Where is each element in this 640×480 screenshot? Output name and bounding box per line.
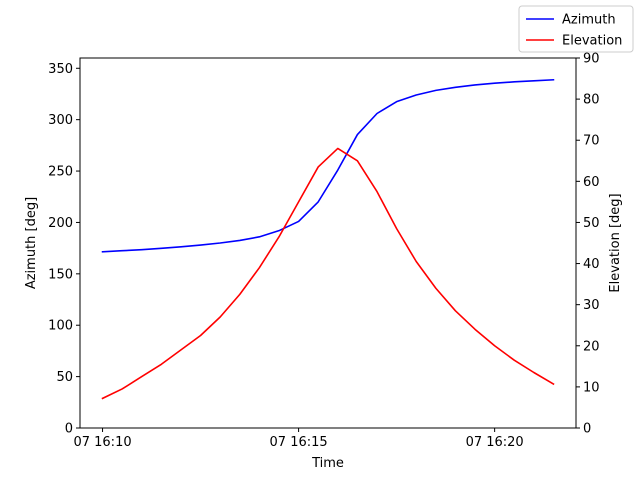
y-right-tick-label: 90 bbox=[583, 52, 600, 67]
y-right-tick-label: 80 bbox=[583, 93, 600, 108]
legend-label-azimuth: Azimuth bbox=[562, 13, 616, 28]
y-right-tick-label: 50 bbox=[583, 216, 600, 231]
axes-layer: 07 16:10 07 16:15 07 16:200501001502002503… bbox=[48, 52, 599, 451]
y-right-tick-label: 0 bbox=[583, 422, 591, 437]
y-right-tick-label: 70 bbox=[583, 134, 600, 149]
y-right-tick-label: 10 bbox=[583, 380, 600, 395]
y-left-tick-label: 350 bbox=[48, 62, 73, 77]
x-tick-label: 07 16:10 bbox=[73, 435, 131, 450]
y-axis-right-label: Elevation [deg] bbox=[608, 193, 623, 292]
y-right-tick-label: 30 bbox=[583, 298, 600, 313]
y-left-tick-label: 200 bbox=[48, 216, 73, 231]
plot-area bbox=[80, 58, 576, 428]
y-left-tick-label: 50 bbox=[56, 370, 73, 385]
y-left-tick-label: 150 bbox=[48, 267, 73, 282]
y-right-tick-label: 60 bbox=[583, 175, 600, 190]
series-line-elevation bbox=[101, 147, 555, 400]
y-axis-left-label: Azimuth [deg] bbox=[24, 197, 39, 289]
x-tick-label: 07 16:20 bbox=[466, 435, 524, 450]
legend: Azimuth Elevation bbox=[518, 5, 634, 53]
y-left-tick-label: 0 bbox=[65, 422, 73, 437]
x-axis-label: Time bbox=[311, 456, 344, 471]
plot-frame bbox=[79, 57, 577, 429]
x-tick-label: 07 16:15 bbox=[270, 435, 328, 450]
legend-label-elevation: Elevation bbox=[562, 34, 622, 49]
y-right-tick-label: 40 bbox=[583, 257, 600, 272]
y-left-tick-label: 250 bbox=[48, 165, 73, 180]
y-right-tick-label: 20 bbox=[583, 339, 600, 354]
y-left-tick-label: 100 bbox=[48, 319, 73, 334]
series-line-azimuth bbox=[101, 78, 555, 253]
y-left-tick-label: 300 bbox=[48, 113, 73, 128]
series-layer bbox=[101, 78, 555, 400]
